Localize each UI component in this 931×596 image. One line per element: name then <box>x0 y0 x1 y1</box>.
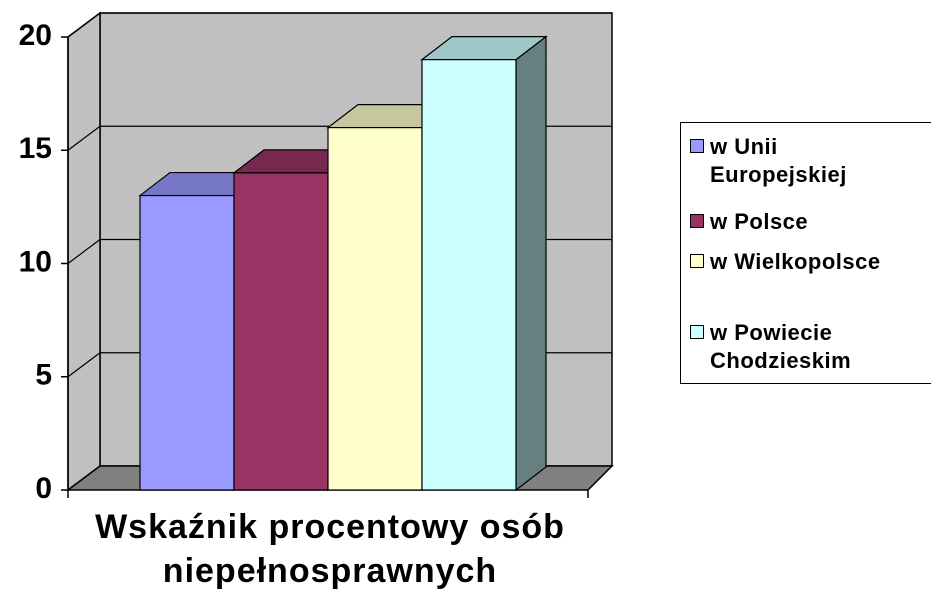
bar <box>421 59 517 491</box>
grid-line <box>67 352 101 378</box>
legend-swatch <box>690 325 704 339</box>
y-tick-label: 0 <box>35 472 52 505</box>
y-tick-label: 15 <box>19 132 52 165</box>
legend-swatch <box>690 214 704 228</box>
legend-swatch <box>690 254 704 268</box>
y-tick-label: 10 <box>19 245 52 278</box>
legend-label: w Wielkopolsce <box>710 249 881 274</box>
bar-side <box>515 35 547 492</box>
legend-item: w Polsce <box>690 208 900 236</box>
legend: w Unii Europejskiej w Polsce w Wielkopolsc… <box>680 122 931 384</box>
y-tick-label: 20 <box>19 19 52 52</box>
legend-item: w Powiecie Chodzieskim <box>690 319 900 375</box>
bar <box>139 194 235 491</box>
grid-line <box>67 239 101 264</box>
legend-swatch <box>690 139 704 153</box>
legend-label: w Powiecie Chodzieskim <box>710 320 852 373</box>
grid-line <box>67 12 101 38</box>
y-tick-label: 5 <box>35 359 52 392</box>
bar <box>327 126 423 491</box>
legend-label: w Polsce <box>710 209 809 234</box>
grid-line <box>67 125 101 151</box>
bar <box>233 172 329 491</box>
legend-label: w Unii Europejskiej <box>710 134 847 187</box>
legend-item: w Unii Europejskiej <box>690 133 900 189</box>
legend-item: w Wielkopolsce <box>690 248 900 276</box>
category-label: Wskaźnik procentowy osób niepełnosprawny… <box>95 508 565 590</box>
